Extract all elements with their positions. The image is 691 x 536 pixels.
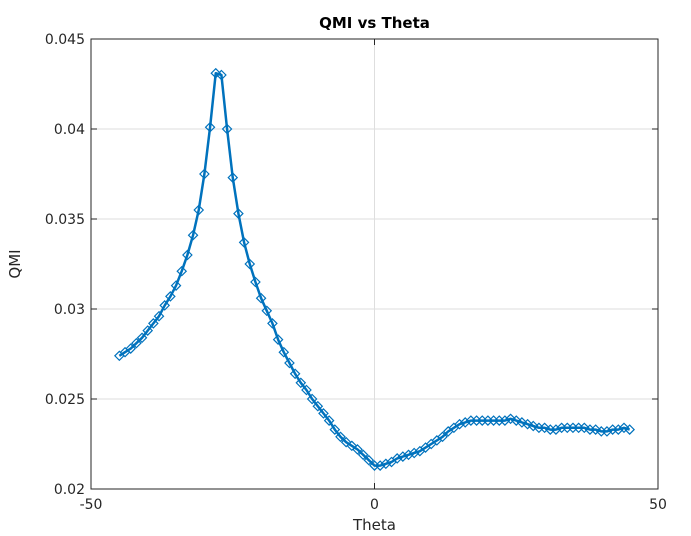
x-tick-label: 50 (649, 497, 667, 513)
data-point-marker (340, 436, 352, 448)
data-point-marker (380, 458, 392, 470)
data-point-marker (244, 258, 256, 270)
data-point-marker (125, 343, 137, 354)
data-point-marker (136, 332, 148, 344)
data-point-marker (255, 292, 267, 304)
data-point-marker (142, 325, 154, 336)
y-tick-label: 0.045 (45, 32, 85, 48)
data-point-marker (301, 384, 312, 396)
data-point-marker (176, 265, 188, 277)
data-point-marker (295, 377, 307, 389)
data-point-marker (510, 415, 522, 426)
y-tick-label: 0.035 (45, 212, 85, 228)
data-point-marker (590, 424, 601, 435)
data-point-marker (550, 424, 562, 435)
data-point-marker (250, 276, 261, 288)
data-point-marker (193, 204, 205, 216)
data-point-marker (148, 318, 159, 329)
y-tick-label: 0.04 (54, 122, 85, 138)
x-tick-label: 0 (370, 497, 379, 513)
data-point-marker (289, 368, 301, 380)
data-point-marker (329, 424, 341, 435)
data-point-marker (199, 168, 210, 180)
data-point-marker (165, 291, 176, 302)
data-point-marker (170, 280, 182, 291)
data-point-marker (227, 172, 239, 183)
data-series (114, 67, 635, 471)
data-point-marker (131, 337, 142, 349)
data-point-marker (357, 449, 369, 461)
data-point-marker (159, 300, 171, 311)
data-point-marker (352, 444, 363, 455)
data-point-marker (499, 415, 511, 426)
x-tick-label: -50 (80, 497, 103, 513)
data-point-marker (391, 453, 403, 464)
data-point-marker (278, 346, 290, 358)
chart-title: QMI vs Theta (319, 14, 430, 32)
data-point-marker (618, 422, 630, 434)
data-point-marker (323, 415, 335, 426)
data-point-marker (403, 449, 414, 461)
data-point-marker (187, 229, 199, 241)
data-point-marker (261, 305, 273, 317)
data-point-marker (601, 426, 613, 437)
data-point-marker (363, 454, 375, 466)
data-point-marker (612, 424, 624, 435)
data-point-marker (459, 417, 471, 428)
data-point-marker (408, 447, 420, 459)
y-tick-label: 0.03 (54, 302, 85, 318)
data-point-marker (182, 249, 193, 261)
y-tick-label: 0.02 (54, 482, 85, 498)
data-point-marker (505, 413, 516, 425)
data-point-marker (346, 440, 358, 452)
data-point-marker (578, 422, 590, 434)
data-point-marker (374, 460, 386, 471)
data-point-marker (539, 422, 550, 434)
data-point-marker (335, 431, 346, 443)
data-point-marker (233, 208, 244, 219)
y-axis-label: QMI (6, 249, 24, 278)
data-point-marker (153, 310, 165, 322)
data-point-marker (522, 418, 533, 430)
data-point-marker (527, 420, 539, 432)
y-tick-label: 0.025 (45, 392, 85, 408)
series-line (118, 71, 631, 467)
data-point-marker (624, 424, 635, 435)
data-point-marker (272, 334, 284, 345)
data-point-marker (306, 393, 318, 405)
data-point-marker (238, 237, 250, 248)
data-point-marker (284, 357, 295, 369)
data-point-marker (204, 121, 216, 133)
data-point-marker (267, 318, 278, 329)
data-point-marker (437, 431, 448, 443)
tick-marks (90, 38, 659, 490)
x-axis-label: Theta (352, 516, 396, 534)
data-point-marker (454, 418, 465, 430)
data-point-marker (318, 408, 329, 419)
data-point-marker (210, 67, 222, 79)
tick-labels: -50 0 50 0.02 0.025 0.03 0.035 0.04 0.045 (45, 32, 667, 513)
data-point-marker (221, 123, 233, 135)
data-point-marker (216, 69, 227, 81)
data-point-marker (516, 417, 528, 428)
data-point-marker (397, 451, 409, 462)
data-point-marker (312, 400, 324, 412)
